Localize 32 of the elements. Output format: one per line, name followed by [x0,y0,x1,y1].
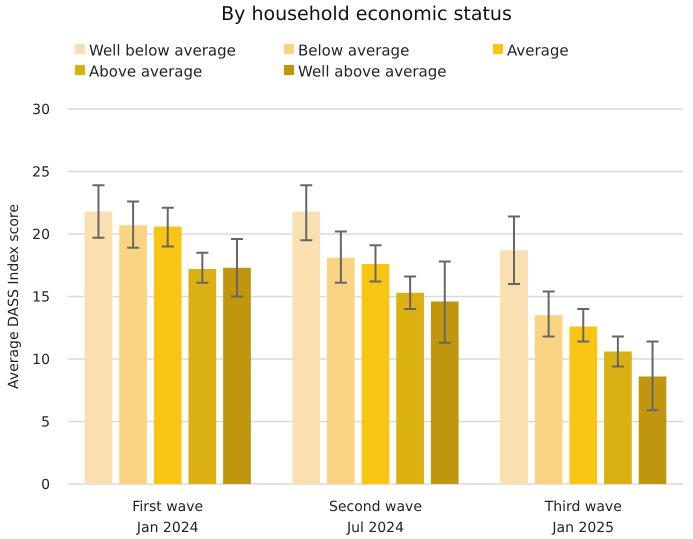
bar [327,258,355,484]
bar [430,302,459,484]
x-tick-label: First wave Jan 2024 [132,499,204,536]
bar [84,212,112,484]
legend-label: Well above average [298,62,446,80]
y-tick-label: 15 [32,289,50,306]
legend-label: Well below average [89,41,236,60]
bar [604,352,632,484]
bar [119,225,147,484]
y-tick-label: 20 [32,226,50,243]
chart-title: By household economic status [221,3,512,25]
y-tick-label: 10 [32,352,50,368]
bar [292,212,320,484]
bar [569,326,598,484]
bar [638,376,666,484]
bar [362,264,390,484]
y-tick-label: 0 [41,476,50,493]
bar [396,292,424,484]
x-tick-label: Second wave Jul 2024 [329,499,422,536]
x-tick-label: Third wave Jan 2025 [544,499,622,536]
bar [154,226,182,484]
legend-label: Above average [89,62,202,80]
y-tick-label: 25 [32,164,50,180]
bar [500,250,528,484]
y-axis-title: Average DASS Index score [6,204,22,389]
y-tick-label: 5 [41,414,50,430]
legend-label: Below average [298,41,410,60]
bar [534,315,562,484]
bar [188,269,216,484]
legend-label: Average [507,41,569,60]
bar [223,268,251,484]
y-tick-label: 30 [32,102,50,118]
